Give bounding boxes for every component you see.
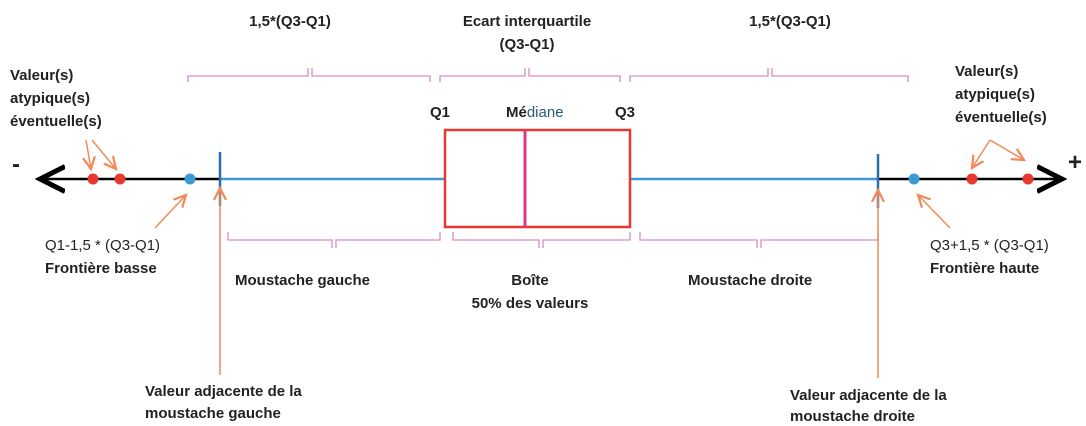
brace xyxy=(639,232,879,248)
outlier xyxy=(1022,173,1034,185)
median-label-part: Mé xyxy=(506,104,527,121)
fence-label: Q1-1,5 * (Q3-Q1) xyxy=(45,237,160,254)
arrow xyxy=(91,139,116,169)
outlier-label: atypique(s) xyxy=(10,90,90,107)
brace xyxy=(227,232,441,248)
brace xyxy=(439,68,621,82)
arrow xyxy=(154,195,186,229)
fence-label: Frontière haute xyxy=(930,260,1039,277)
outlier xyxy=(114,173,126,185)
range-label: Ecart interquartile xyxy=(463,13,591,30)
q1-label: Q1 xyxy=(430,104,450,121)
arrow xyxy=(86,139,91,169)
box xyxy=(443,128,632,229)
adjacent-label: moustache gauche xyxy=(145,405,281,422)
q3-label: Q3 xyxy=(615,104,635,121)
range-label: 1,5*(Q3-Q1) xyxy=(749,13,831,30)
outlier-label: Valeur(s) xyxy=(10,67,73,84)
fence-point xyxy=(908,173,920,185)
adjacent-label: Valeur adjacente de la xyxy=(790,387,947,404)
fence-label: Q3+1,5 * (Q3-Q1) xyxy=(930,237,1049,254)
outlier-label: atypique(s) xyxy=(955,86,1035,103)
arrow xyxy=(918,195,951,229)
brace xyxy=(629,68,909,82)
fence-point xyxy=(184,173,196,185)
plus-sign: + xyxy=(1068,149,1082,176)
section-label: Boîte xyxy=(511,272,549,289)
median-label-part: diane xyxy=(527,104,564,121)
outlier xyxy=(966,173,978,185)
brace xyxy=(452,232,631,248)
adjacent-label: Valeur adjacente de la xyxy=(145,383,302,400)
minus-sign: - xyxy=(12,151,20,178)
brace xyxy=(187,68,431,82)
range-label: 1,5*(Q3-Q1) xyxy=(249,13,331,30)
section-label: Moustache droite xyxy=(688,272,812,289)
median-label: Médiane xyxy=(506,104,564,121)
outlier-label: éventuelle(s) xyxy=(955,109,1047,126)
outlier-label: Valeur(s) xyxy=(955,63,1018,80)
adjacent-label: moustache droite xyxy=(790,408,915,425)
outlier xyxy=(87,173,99,185)
section-label: Moustache gauche xyxy=(235,272,370,289)
fence-label: Frontière basse xyxy=(45,260,157,277)
outlier-label: éventuelle(s) xyxy=(10,113,102,130)
section-label: 50% des valeurs xyxy=(472,295,589,312)
range-label: (Q3-Q1) xyxy=(499,36,554,53)
arrow xyxy=(972,139,991,168)
arrow xyxy=(989,139,1024,160)
